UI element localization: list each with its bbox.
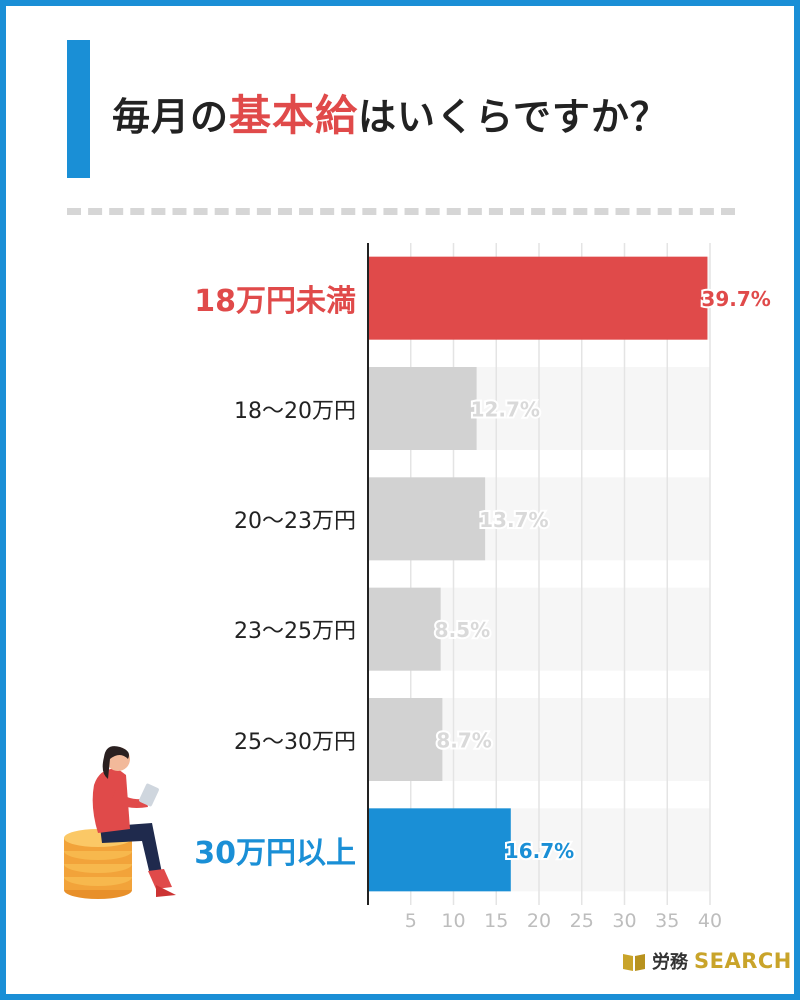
logo-text-jp: 労務 — [652, 952, 688, 973]
x-tick-label: 35 — [655, 910, 679, 932]
title-highlight: 基本給 — [229, 91, 359, 140]
category-label: 25〜30万円 — [234, 729, 356, 755]
value-label: 8.5% — [435, 618, 490, 642]
title-prefix: 毎月の — [112, 95, 230, 139]
x-tick-label: 15 — [484, 910, 508, 932]
coin-stack-icon — [64, 829, 132, 899]
value-label: 13.7% — [479, 508, 548, 532]
title-divider — [67, 208, 735, 215]
page-title: 毎月の基本給はいくらですか？ — [112, 82, 669, 140]
bar — [368, 808, 511, 892]
category-label: 30万円以上 — [194, 835, 356, 871]
x-tick-label: 10 — [441, 910, 465, 932]
value-label: 12.7% — [471, 398, 540, 422]
x-tick-label: 40 — [698, 910, 722, 932]
book-icon — [622, 950, 646, 972]
value-label: 39.7% — [701, 287, 770, 311]
bar — [368, 477, 486, 561]
bar — [368, 256, 708, 340]
bar — [368, 698, 443, 781]
bar — [368, 367, 477, 450]
x-tick-label: 5 — [405, 910, 417, 932]
value-label: 8.7% — [436, 729, 491, 753]
title-suffix: はいくらですか？ — [358, 95, 669, 139]
title-accent-bar — [67, 40, 90, 178]
category-label: 20〜23万円 — [234, 508, 356, 534]
x-tick-label: 25 — [570, 910, 594, 932]
x-tick-label: 20 — [527, 910, 551, 932]
person-on-coins-illustration — [64, 746, 176, 899]
logo-text-en: SEARCH — [694, 949, 792, 973]
brand-logo: 労務 SEARCH — [622, 946, 792, 976]
value-label: 16.7% — [505, 839, 574, 863]
category-label: 18〜20万円 — [234, 398, 356, 424]
category-label: 23〜25万円 — [234, 619, 356, 645]
x-tick-label: 30 — [612, 910, 636, 932]
bar — [368, 587, 441, 671]
category-label: 18万円未満 — [194, 284, 356, 320]
